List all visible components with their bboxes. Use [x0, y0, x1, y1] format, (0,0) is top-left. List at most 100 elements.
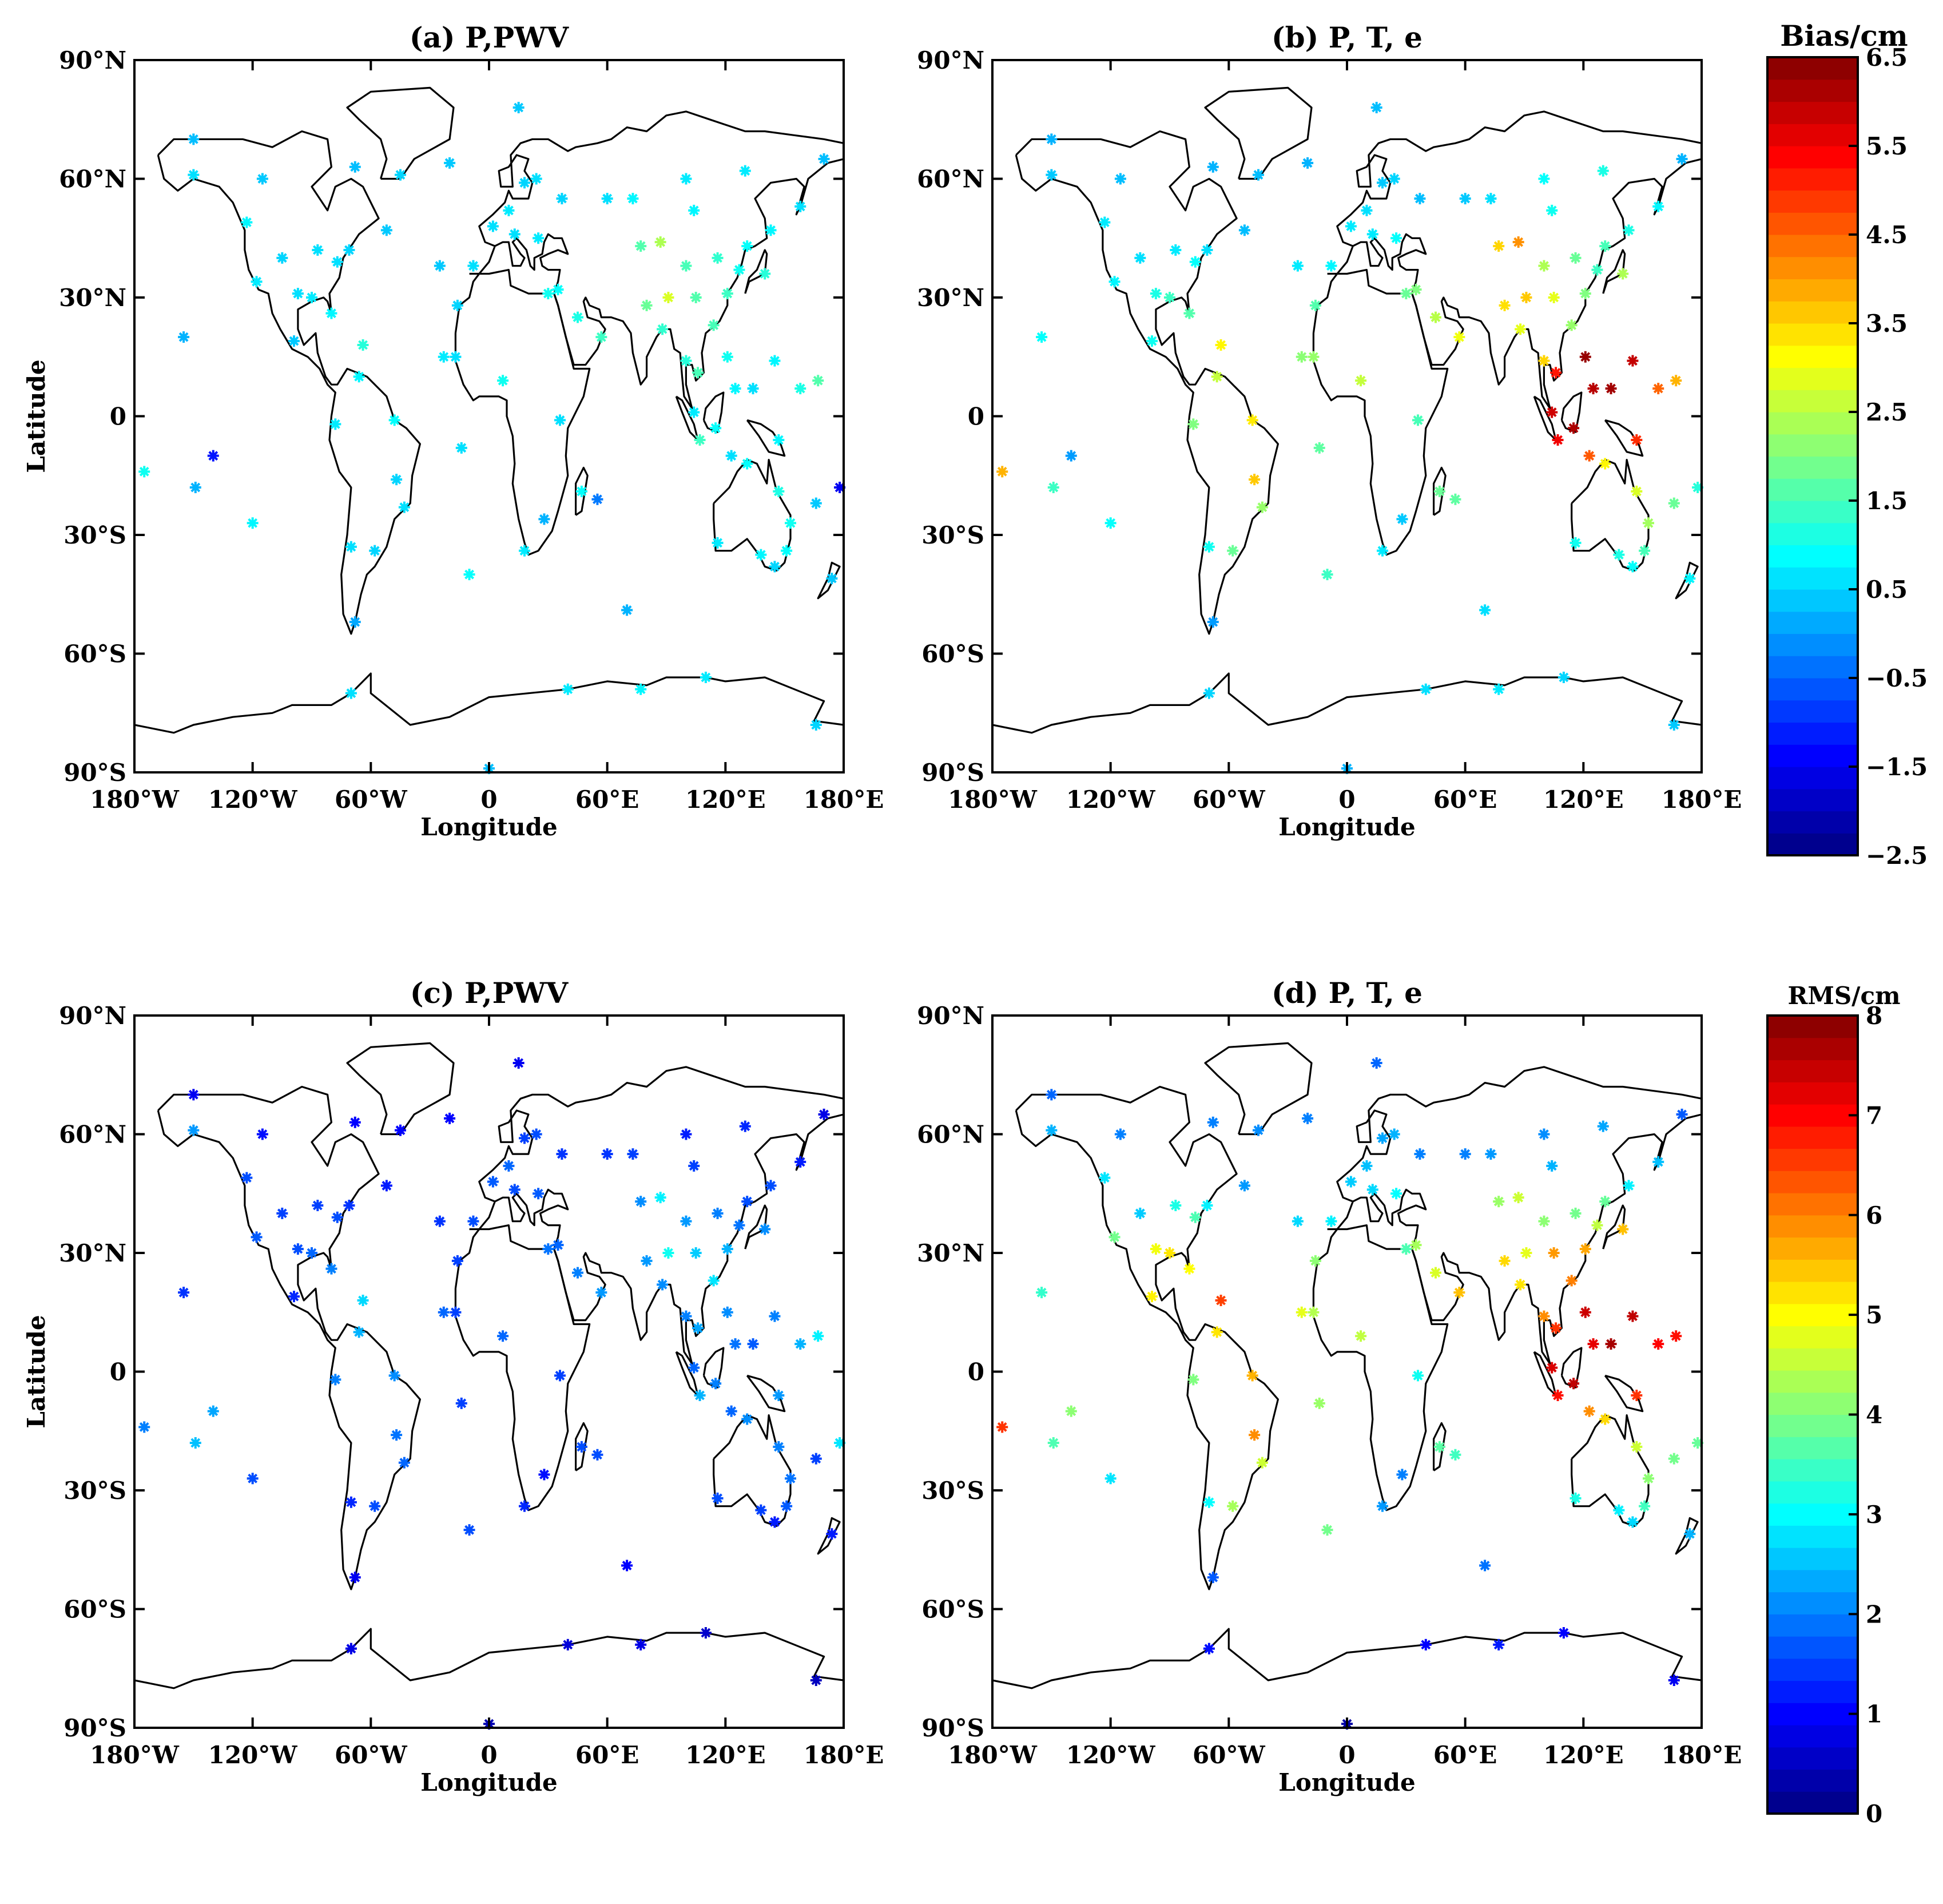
- asterisk-icon: [1668, 497, 1680, 509]
- asterisk-icon: [1164, 292, 1175, 303]
- station-marker: [1623, 1180, 1635, 1192]
- asterisk-icon: [1570, 537, 1582, 549]
- colorbar-segment: [1767, 367, 1858, 390]
- asterisk-icon: [572, 1267, 583, 1279]
- coastline: [1560, 1347, 1583, 1389]
- asterisk-icon: [1565, 319, 1578, 331]
- station-marker: [725, 450, 737, 462]
- asterisk-icon: [657, 1279, 669, 1291]
- asterisk-icon: [627, 1148, 639, 1160]
- station-marker: [739, 165, 751, 177]
- asterisk-icon: [710, 422, 722, 434]
- y-tick-label: 60°N: [917, 165, 984, 193]
- station-marker: [1627, 1310, 1639, 1322]
- asterisk-icon: [345, 541, 357, 553]
- station-marker: [712, 537, 724, 549]
- asterisk-icon: [512, 102, 525, 113]
- asterisk-icon: [1108, 276, 1120, 288]
- asterisk-icon: [1493, 240, 1505, 252]
- station-marker: [1104, 1473, 1116, 1485]
- station-marker: [1613, 549, 1625, 561]
- station-marker: [1313, 442, 1325, 454]
- station-marker: [1479, 1560, 1491, 1572]
- station-marker: [729, 383, 741, 395]
- station-marker: [572, 1267, 583, 1279]
- station-marker: [345, 687, 357, 699]
- station-marker: [1579, 1306, 1591, 1318]
- colorbar-segment: [1767, 1193, 1858, 1216]
- station-marker: [1114, 173, 1126, 185]
- asterisk-icon: [680, 1128, 692, 1140]
- asterisk-icon: [329, 418, 341, 430]
- asterisk-icon: [1684, 573, 1696, 585]
- station-marker: [810, 719, 822, 731]
- asterisk-icon: [1631, 1390, 1643, 1401]
- station-marker: [444, 1112, 456, 1124]
- station-marker: [657, 1279, 669, 1291]
- coastline: [454, 1224, 591, 1512]
- asterisk-icon: [533, 1188, 545, 1200]
- asterisk-icon: [349, 161, 361, 173]
- station-marker: [712, 1492, 724, 1504]
- station-marker: [542, 1243, 554, 1255]
- y-tick-label: 30°N: [59, 284, 126, 312]
- station-marker: [1308, 351, 1320, 363]
- asterisk-icon: [591, 1449, 603, 1461]
- asterisk-icon: [688, 1362, 700, 1374]
- station-marker: [1623, 224, 1635, 236]
- station-marker: [497, 1330, 509, 1342]
- asterisk-icon: [834, 1437, 846, 1449]
- asterisk-icon: [1104, 1473, 1116, 1485]
- asterisk-icon: [1410, 284, 1422, 296]
- asterisk-icon: [662, 292, 674, 303]
- asterisk-icon: [739, 1120, 751, 1132]
- coastline: [134, 1628, 844, 1689]
- asterisk-icon: [1183, 1263, 1195, 1275]
- station-marker: [1512, 1192, 1524, 1204]
- station-marker: [591, 493, 603, 505]
- asterisk-icon: [1627, 1310, 1639, 1322]
- asterisk-icon: [1538, 1128, 1550, 1140]
- coastline: [346, 86, 455, 180]
- asterisk-icon: [1546, 1160, 1558, 1172]
- station-marker: [331, 256, 343, 268]
- station-marker: [1512, 236, 1524, 248]
- station-marker: [680, 1215, 692, 1227]
- colorbar-segment: [1767, 1414, 1858, 1437]
- asterisk-icon: [769, 355, 781, 367]
- asterisk-icon: [996, 1421, 1008, 1433]
- asterisk-icon: [349, 1116, 361, 1128]
- coastline: [1433, 1422, 1447, 1471]
- colorbar-segment: [1767, 678, 1858, 701]
- station-marker: [1684, 1528, 1696, 1540]
- station-marker: [554, 414, 566, 426]
- coastline: [1312, 269, 1449, 556]
- asterisk-icon: [1201, 1200, 1213, 1211]
- asterisk-icon: [1459, 1148, 1471, 1160]
- y-tick-label: 0: [110, 1358, 126, 1386]
- asterisk-icon: [1668, 1453, 1680, 1465]
- station-marker: [692, 1322, 704, 1334]
- asterisk-icon: [438, 1306, 450, 1318]
- x-tick-label: 120°W: [1066, 1741, 1156, 1769]
- asterisk-icon: [794, 1156, 806, 1168]
- asterisk-icon: [1499, 1255, 1511, 1267]
- colorbar-segment: [1767, 1215, 1858, 1238]
- colorbar-segment: [1767, 1680, 1858, 1703]
- station-marker: [1164, 292, 1175, 303]
- asterisk-icon: [1099, 1172, 1111, 1184]
- asterisk-icon: [1493, 1196, 1505, 1208]
- station-marker: [1668, 719, 1680, 731]
- asterisk-icon: [357, 1295, 369, 1306]
- station-marker: [1313, 1397, 1325, 1409]
- asterisk-icon: [438, 351, 450, 363]
- colorbar-title: Bias/cm: [1780, 19, 1908, 53]
- colorbar-segment: [1767, 345, 1858, 368]
- station-marker: [1550, 1322, 1562, 1334]
- station-marker: [519, 177, 530, 189]
- asterisk-icon: [369, 545, 381, 557]
- station-marker: [391, 1429, 403, 1441]
- y-axis-label: Latitude: [22, 359, 50, 473]
- asterisk-icon: [1579, 1306, 1591, 1318]
- station-marker: [188, 1089, 200, 1101]
